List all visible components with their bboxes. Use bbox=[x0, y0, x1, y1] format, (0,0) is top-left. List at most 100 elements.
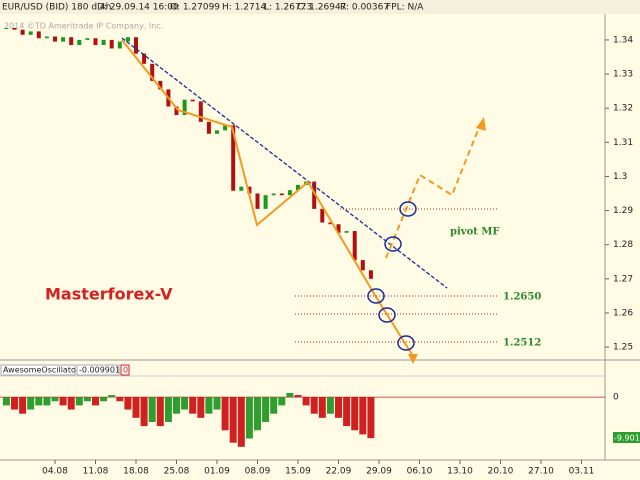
candle bbox=[223, 125, 228, 131]
candle bbox=[231, 125, 236, 191]
projection-line bbox=[385, 124, 481, 259]
candle bbox=[352, 231, 357, 261]
y-tick-label: 0 bbox=[613, 393, 619, 403]
x-tick-label: 18.08 bbox=[123, 467, 149, 477]
candle bbox=[368, 270, 373, 279]
circle-marker bbox=[399, 201, 417, 217]
candle bbox=[20, 29, 25, 35]
histogram-bar bbox=[205, 397, 213, 414]
histogram-bar bbox=[132, 397, 140, 418]
candle bbox=[28, 31, 33, 35]
circle-marker bbox=[384, 236, 402, 252]
candle bbox=[150, 63, 155, 81]
x-tick-label: 15.09 bbox=[285, 467, 311, 477]
candle bbox=[336, 224, 341, 233]
histogram-bar bbox=[140, 397, 148, 427]
circle-marker bbox=[397, 335, 415, 351]
candle bbox=[255, 193, 260, 209]
y-tick-label: 1.26 bbox=[613, 308, 633, 318]
date: D: 29.09.14 16:00 bbox=[97, 3, 179, 13]
low: L: 1.26773 bbox=[264, 3, 312, 13]
last-value-tag bbox=[613, 432, 640, 443]
annotation: 1.2512 bbox=[503, 338, 541, 349]
histogram-bar bbox=[75, 397, 83, 406]
candle bbox=[263, 195, 268, 209]
histogram-bar bbox=[116, 397, 124, 402]
candle bbox=[328, 222, 333, 225]
histogram-bar bbox=[164, 397, 172, 422]
candle bbox=[239, 186, 244, 191]
histogram-bar bbox=[367, 397, 375, 439]
histogram-bar bbox=[67, 397, 75, 410]
candle bbox=[320, 208, 325, 223]
candle bbox=[312, 181, 317, 209]
candle bbox=[77, 39, 82, 46]
x-tick-label: 11.08 bbox=[83, 467, 109, 477]
x-tick-label: 01.09 bbox=[204, 467, 230, 477]
histogram-bar bbox=[286, 392, 294, 398]
histogram-bar bbox=[302, 397, 310, 406]
histogram-bar bbox=[318, 397, 326, 418]
histogram-bar bbox=[181, 397, 189, 410]
histogram-bar bbox=[270, 397, 278, 414]
candle bbox=[117, 41, 122, 49]
candle bbox=[44, 36, 49, 39]
wave-line bbox=[121, 39, 414, 357]
y-tick-label: 1.25 bbox=[613, 343, 633, 353]
y-tick-label: 1.32 bbox=[613, 104, 633, 114]
histogram-bar bbox=[35, 397, 43, 406]
histogram-bar bbox=[237, 397, 245, 447]
y-tick-label: 1.33 bbox=[613, 70, 633, 80]
histogram-bar bbox=[262, 397, 270, 422]
candle bbox=[4, 27, 9, 29]
arrow bbox=[408, 354, 418, 364]
indicator-box bbox=[76, 364, 120, 376]
x-tick-label: 06.10 bbox=[407, 467, 433, 477]
y-tick-label: 1.31 bbox=[613, 138, 633, 148]
histogram-bar bbox=[92, 397, 100, 406]
close: C: 1.26947 bbox=[297, 3, 346, 13]
candle bbox=[12, 27, 17, 30]
candle bbox=[85, 38, 90, 40]
x-tick-label: 13.10 bbox=[447, 467, 473, 477]
histogram-bar bbox=[156, 397, 164, 427]
histogram-bar bbox=[19, 397, 27, 414]
histogram-bar bbox=[124, 397, 132, 410]
candle bbox=[36, 31, 41, 39]
histogram-bar bbox=[189, 397, 197, 414]
watermark: 2014 ©TD Ameritrade IP Company, Inc. bbox=[4, 22, 163, 31]
histogram-bar bbox=[343, 397, 351, 427]
x-tick-label: 27.10 bbox=[528, 467, 554, 477]
annotation: pivot MF bbox=[450, 227, 500, 238]
candle bbox=[69, 37, 74, 46]
candle bbox=[174, 106, 179, 116]
trend-line bbox=[121, 37, 448, 289]
histogram-bar bbox=[351, 397, 359, 431]
x-tick-label: 04.08 bbox=[42, 467, 68, 477]
circle-marker bbox=[367, 288, 385, 304]
candle bbox=[296, 184, 301, 191]
circle-marker bbox=[378, 307, 396, 323]
histogram-bar bbox=[254, 397, 262, 431]
histogram-bar bbox=[2, 397, 10, 406]
toolbar bbox=[0, 0, 640, 14]
candle bbox=[206, 121, 211, 134]
last-value-label: -9.9017 bbox=[614, 434, 640, 443]
drawings bbox=[121, 37, 497, 364]
candle bbox=[158, 80, 163, 90]
candle bbox=[198, 101, 203, 122]
histogram-bar bbox=[108, 395, 116, 398]
indicator-value: -0.0099017 bbox=[79, 366, 125, 375]
histogram-bar bbox=[100, 397, 108, 402]
candle bbox=[142, 53, 147, 64]
indicator-title: AwesomeOscillator bbox=[3, 366, 80, 375]
candle bbox=[344, 231, 349, 233]
chart-title: Masterforex-V bbox=[45, 285, 173, 304]
candle bbox=[93, 38, 98, 46]
y-tick-label: 1.29 bbox=[613, 206, 633, 216]
y-tick-label: 1.3 bbox=[613, 172, 627, 182]
histogram-bar bbox=[359, 397, 367, 435]
candle bbox=[287, 190, 292, 196]
x-tick-label: 08.09 bbox=[245, 467, 271, 477]
